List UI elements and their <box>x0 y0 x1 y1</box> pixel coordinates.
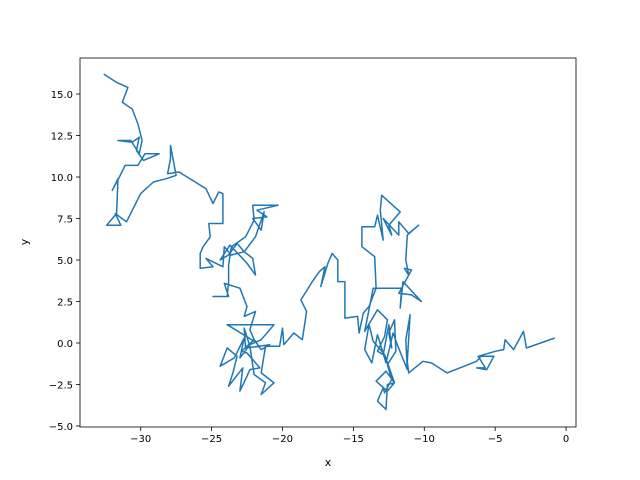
y-tick-label: 0.0 <box>57 339 73 350</box>
x-tick-label: −10 <box>414 434 435 445</box>
x-tick-label: −15 <box>343 434 364 445</box>
y-tick-label: 10.0 <box>51 173 73 184</box>
y-tick-label: −2.5 <box>49 381 73 392</box>
y-tick-label: 12.5 <box>51 132 73 143</box>
y-axis-label: y <box>18 238 31 245</box>
x-tick-label: 0 <box>563 434 569 445</box>
y-tick-label: 7.5 <box>57 215 73 226</box>
x-tick-label: −20 <box>272 434 293 445</box>
line <box>103 73 555 411</box>
x-tick-label: −30 <box>130 434 151 445</box>
x-tick-label: −25 <box>201 434 222 445</box>
plot-frame <box>79 57 577 428</box>
x-axis-label: x <box>325 456 332 469</box>
y-tick-label: 5.0 <box>57 256 73 267</box>
y-tick-label: −5.0 <box>49 422 73 433</box>
x-tick-label: −5 <box>488 434 503 445</box>
y-tick-label: 2.5 <box>57 298 73 309</box>
y-tick-label: 15.0 <box>51 90 73 101</box>
